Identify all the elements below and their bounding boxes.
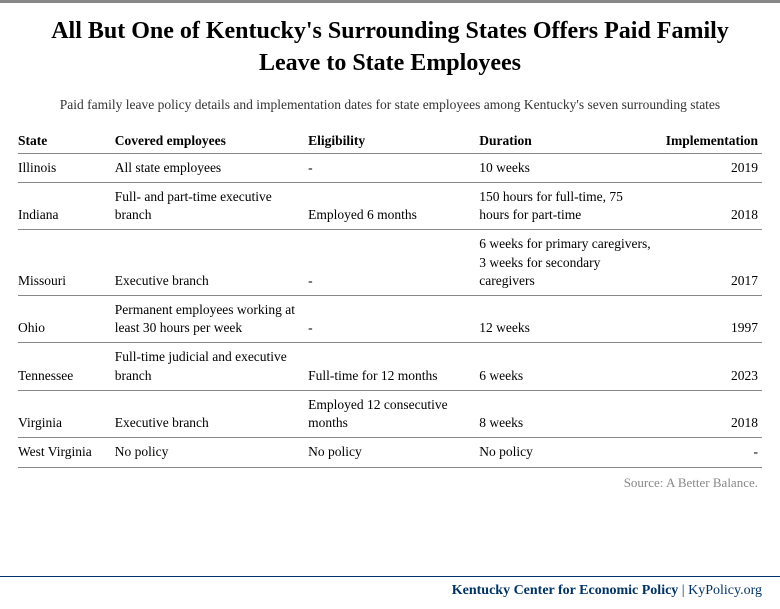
col-header-duration: Duration xyxy=(479,129,658,154)
page-subtitle: Paid family leave policy details and imp… xyxy=(18,96,762,115)
cell-eligibility: - xyxy=(308,230,479,296)
col-header-state: State xyxy=(18,129,115,154)
cell-covered: Executive branch xyxy=(115,230,308,296)
cell-state: West Virginia xyxy=(18,438,115,467)
cell-implementation: 2019 xyxy=(658,153,762,182)
table-row: Indiana Full- and part-time executive br… xyxy=(18,182,762,229)
cell-duration: 6 weeks xyxy=(479,343,658,390)
cell-state: Ohio xyxy=(18,295,115,342)
source-row: Source: A Better Balance. xyxy=(18,467,762,497)
source-text: Source: A Better Balance. xyxy=(18,467,762,497)
cell-duration: 6 weeks for primary caregivers, 3 weeks … xyxy=(479,230,658,296)
cell-implementation: 2018 xyxy=(658,182,762,229)
table-header-row: State Covered employees Eligibility Dura… xyxy=(18,129,762,154)
cell-implementation: 1997 xyxy=(658,295,762,342)
cell-eligibility: Employed 6 months xyxy=(308,182,479,229)
col-header-implementation: Implementation xyxy=(658,129,762,154)
table-row: Ohio Permanent employees working at leas… xyxy=(18,295,762,342)
cell-covered: Full-time judicial and executive branch xyxy=(115,343,308,390)
cell-state: Illinois xyxy=(18,153,115,182)
footer-site: KyPolicy.org xyxy=(688,583,762,598)
cell-duration: No policy xyxy=(479,438,658,467)
cell-eligibility: Employed 12 consecutive months xyxy=(308,390,479,437)
cell-duration: 10 weeks xyxy=(479,153,658,182)
policy-table: State Covered employees Eligibility Dura… xyxy=(18,129,762,497)
col-header-covered: Covered employees xyxy=(115,129,308,154)
cell-eligibility: - xyxy=(308,295,479,342)
footer-org: Kentucky Center for Economic Policy xyxy=(452,583,679,598)
table-row: Illinois All state employees - 10 weeks … xyxy=(18,153,762,182)
col-header-eligibility: Eligibility xyxy=(308,129,479,154)
cell-eligibility: Full-time for 12 months xyxy=(308,343,479,390)
cell-implementation: 2017 xyxy=(658,230,762,296)
cell-state: Missouri xyxy=(18,230,115,296)
cell-duration: 150 hours for full-time, 75 hours for pa… xyxy=(479,182,658,229)
table-row: West Virginia No policy No policy No pol… xyxy=(18,438,762,467)
cell-duration: 8 weeks xyxy=(479,390,658,437)
cell-implementation: 2018 xyxy=(658,390,762,437)
cell-state: Tennessee xyxy=(18,343,115,390)
table-row: Tennessee Full-time judicial and executi… xyxy=(18,343,762,390)
cell-implementation: - xyxy=(658,438,762,467)
cell-covered: Full- and part-time executive branch xyxy=(115,182,308,229)
cell-covered: Executive branch xyxy=(115,390,308,437)
cell-covered: Permanent employees working at least 30 … xyxy=(115,295,308,342)
table-row: Virginia Executive branch Employed 12 co… xyxy=(18,390,762,437)
cell-covered: No policy xyxy=(115,438,308,467)
page-title: All But One of Kentucky's Surrounding St… xyxy=(18,15,762,80)
table-row: Missouri Executive branch - 6 weeks for … xyxy=(18,230,762,296)
footer: Kentucky Center for Economic Policy | Ky… xyxy=(0,576,780,609)
cell-state: Indiana xyxy=(18,182,115,229)
footer-sep: | xyxy=(678,583,688,598)
cell-covered: All state employees xyxy=(115,153,308,182)
cell-eligibility: No policy xyxy=(308,438,479,467)
cell-duration: 12 weeks xyxy=(479,295,658,342)
cell-eligibility: - xyxy=(308,153,479,182)
cell-state: Virginia xyxy=(18,390,115,437)
cell-implementation: 2023 xyxy=(658,343,762,390)
